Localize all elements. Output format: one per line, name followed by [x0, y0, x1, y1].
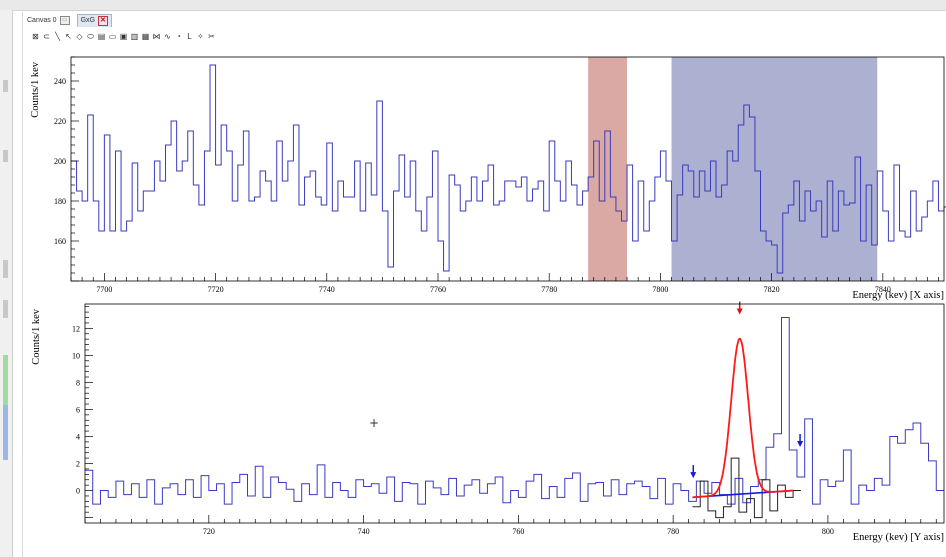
- tab-label: GxG: [80, 17, 95, 24]
- rail-highlight: [3, 405, 8, 460]
- y-axis-label: Counts/1 kev: [30, 61, 41, 117]
- curlyarc-tool[interactable]: ◔: [176, 31, 181, 41]
- rail-marker: [3, 300, 8, 318]
- x-tick-label: 7720: [208, 285, 224, 294]
- x-axis-label: Energy (kev) [Y axis]: [853, 532, 944, 543]
- line-tool[interactable]: ╲: [55, 31, 60, 41]
- y-tick-label: 10: [72, 351, 80, 360]
- curlyline-tool[interactable]: ∿: [164, 31, 171, 41]
- overlay-histogram-line: [692, 457, 801, 519]
- latex-tool[interactable]: L: [187, 31, 192, 41]
- x-tick-label: 7700: [96, 285, 112, 294]
- cursor-crosshair-icon: +: [369, 416, 379, 430]
- x-tick-label: 7800: [652, 285, 668, 294]
- pad-tool[interactable]: ⊠: [32, 31, 39, 41]
- window-top-strip: [0, 0, 946, 11]
- plot-frame: [84, 303, 945, 524]
- y-tick-label: 8: [76, 378, 80, 387]
- x-tick-label: 7820: [764, 285, 780, 294]
- editor-toolbar: ⊠ ⊂ ╲ ↖ ◇ ⬭ ▤ ▭ ▣ ▥ ▦ ⋈ ∿ ◔ L ✧ ✂: [31, 29, 216, 43]
- gate-region: [588, 57, 628, 281]
- rail-marker: [3, 80, 8, 92]
- y-tick-label: 160: [54, 237, 66, 246]
- y-tick-label: 12: [72, 324, 80, 333]
- cut-tool[interactable]: ✂: [208, 31, 215, 41]
- rail-highlight: [3, 355, 8, 405]
- histogram-line: [71, 64, 946, 274]
- y-tick-label: 6: [76, 405, 80, 414]
- tab-canvas-0[interactable]: Canvas 0 ▭: [24, 15, 73, 26]
- canvas-tab-bar: Canvas 0 ▭ GxG ✕: [24, 12, 112, 28]
- x-tick-label: 720: [203, 527, 215, 536]
- pave-tool[interactable]: ▤: [97, 31, 106, 41]
- plot-canvas[interactable]: 7700 7720 7740 7760 7780 7800 7820 7840 160 180 20…: [24, 46, 946, 557]
- x-tick-label: 740: [358, 527, 370, 536]
- diamond-tool[interactable]: ◇: [76, 31, 83, 41]
- x-axis-label: Energy (kev) [X axis]: [852, 290, 944, 301]
- x-tick-label: 7780: [541, 285, 557, 294]
- x-tick-label: 760: [512, 527, 524, 536]
- tab-label: Canvas 0: [27, 16, 57, 24]
- pavestext-tool[interactable]: ▥: [130, 31, 139, 41]
- y-tick-label: 240: [54, 77, 66, 86]
- peak-marker-head: [736, 308, 743, 315]
- canvas-icon: ▭: [59, 15, 70, 25]
- pavelabel-tool[interactable]: ▭: [108, 31, 117, 41]
- chart-panel-0: [70, 56, 946, 282]
- peak-fit-curve: [692, 337, 794, 499]
- y-axis-label: Counts/1 kev: [31, 308, 42, 364]
- x-tick-label: 7740: [319, 285, 335, 294]
- arc-tool[interactable]: ⊂: [43, 31, 50, 41]
- y-tick-label: 4: [76, 432, 80, 441]
- x-tick-label: 7760: [430, 285, 446, 294]
- pavestext2-tool[interactable]: ▦: [141, 31, 150, 41]
- pavetext-tool[interactable]: ▣: [119, 31, 128, 41]
- background-region: [671, 57, 878, 281]
- ellipse-tool[interactable]: ⬭: [87, 31, 94, 41]
- background-right-marker-head: [797, 441, 804, 447]
- graph-tool[interactable]: ⋈: [152, 31, 161, 41]
- y-tick-label: 180: [54, 197, 66, 206]
- panel-divider[interactable]: [22, 12, 23, 557]
- chart-panel-1: [84, 301, 945, 524]
- rail-marker: [3, 150, 8, 162]
- close-icon[interactable]: ✕: [97, 15, 108, 26]
- histogram-line: [85, 317, 944, 505]
- y-tick-label: 0: [76, 487, 80, 496]
- tab-gxg[interactable]: GxG ✕: [76, 13, 112, 27]
- background-left-marker-head: [690, 472, 697, 479]
- x-tick-label: 7840: [875, 285, 891, 294]
- arrow-tool[interactable]: ↖: [65, 31, 72, 41]
- y-tick-label: 220: [54, 117, 66, 126]
- x-tick-label: 780: [667, 527, 679, 536]
- marker-tool[interactable]: ✧: [197, 31, 204, 41]
- plot-svg[interactable]: 7700 7720 7740 7760 7780 7800 7820 784016018020…: [24, 46, 946, 557]
- x-tick-label: 800: [822, 527, 834, 536]
- y-tick-label: 200: [54, 157, 66, 166]
- side-panel-rail[interactable]: [0, 10, 13, 557]
- rail-marker: [3, 260, 8, 278]
- y-tick-label: 2: [76, 460, 80, 469]
